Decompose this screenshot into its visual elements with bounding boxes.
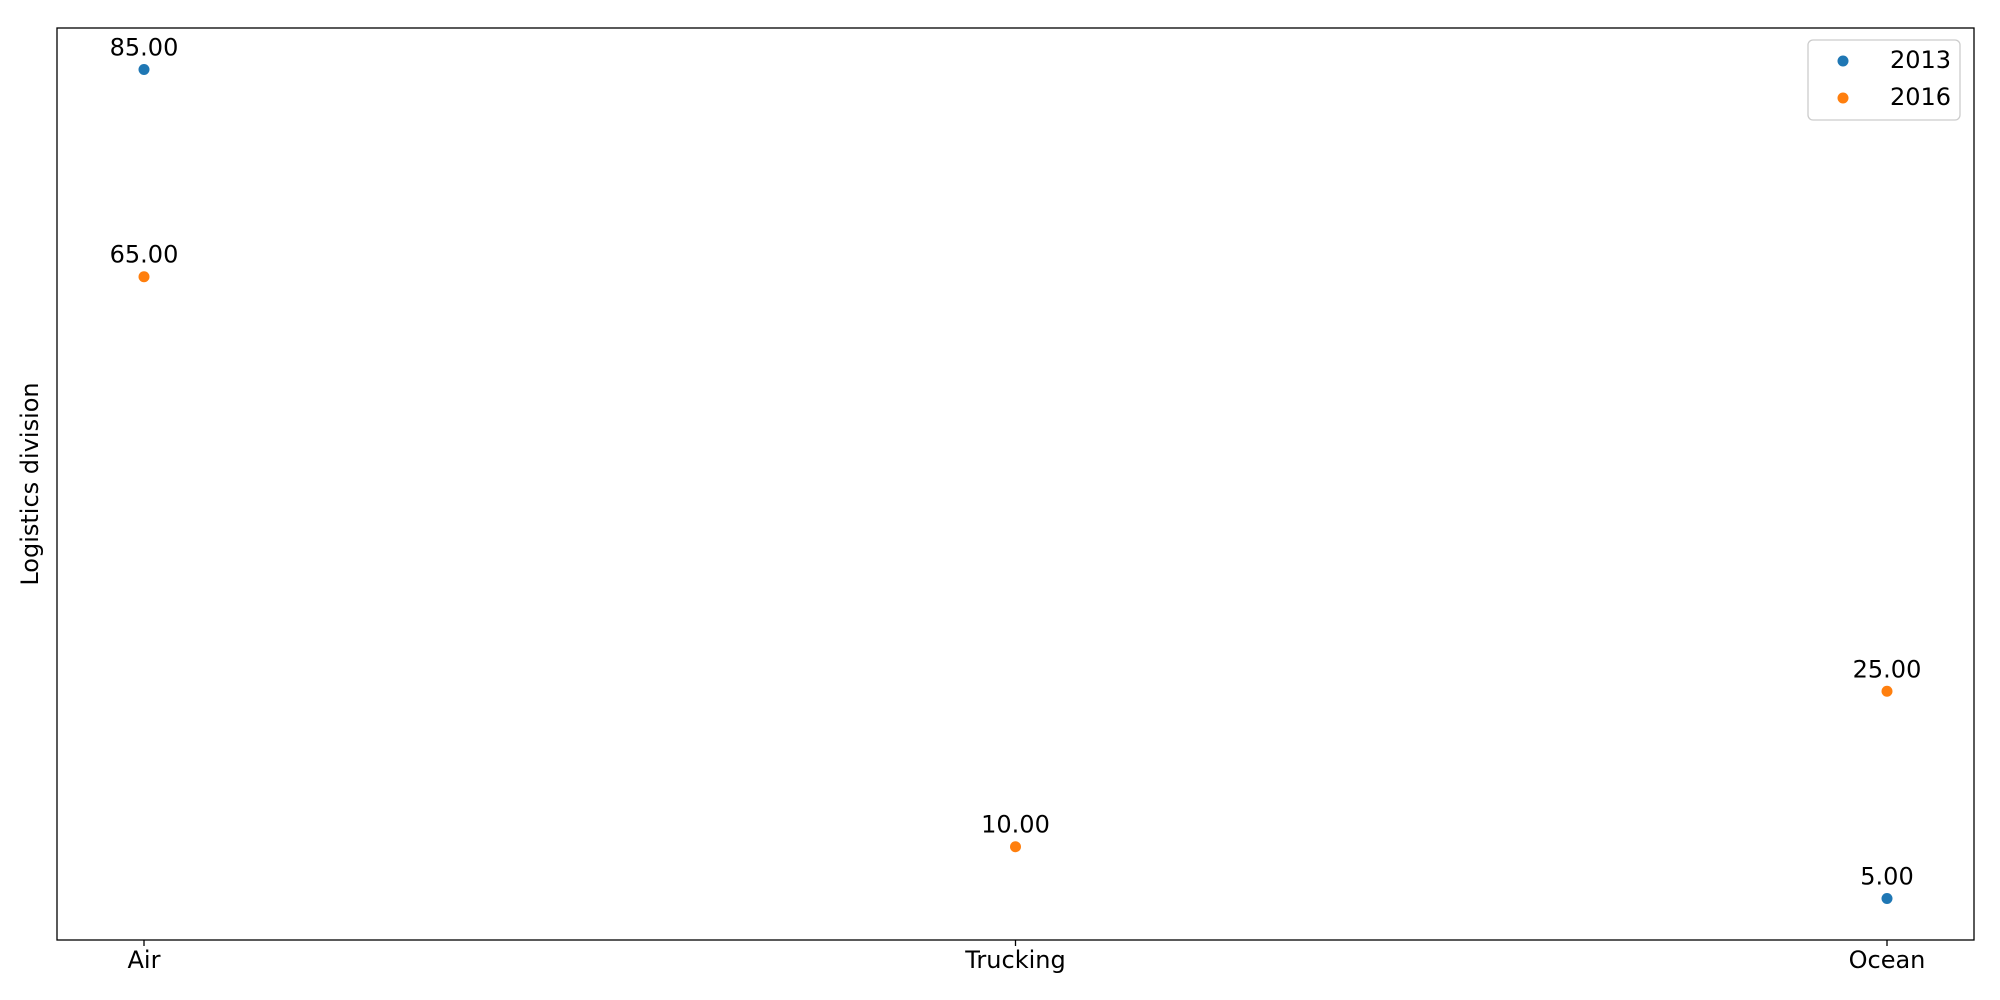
data-label: 10.00 bbox=[981, 811, 1050, 839]
legend-label-2016: 2016 bbox=[1890, 83, 1951, 111]
y-axis-label: Logistics division bbox=[16, 382, 44, 585]
point-2013-air bbox=[138, 63, 150, 75]
legend-label-2013: 2013 bbox=[1890, 46, 1951, 74]
legend-marker-2013 bbox=[1837, 55, 1849, 67]
point-2016-air bbox=[138, 271, 150, 283]
x-tick-label-air: Air bbox=[128, 946, 161, 974]
point-2016-ocean bbox=[1881, 685, 1893, 697]
data-label: 65.00 bbox=[110, 241, 179, 269]
point-2016-trucking bbox=[1010, 841, 1021, 853]
x-tick-label-trucking: Trucking bbox=[964, 946, 1065, 974]
plot-area bbox=[56, 27, 1975, 941]
point-2013-ocean bbox=[1881, 893, 1893, 905]
data-label: 25.00 bbox=[1853, 655, 1922, 683]
data-labels: 85.00 65.00 10.00 5.00 25.00 bbox=[110, 33, 1922, 890]
data-label: 5.00 bbox=[1860, 863, 1913, 891]
legend: 2013 2016 bbox=[1807, 39, 1961, 121]
x-axis-ticks: Air Trucking Ocean bbox=[128, 940, 1926, 974]
data-label: 85.00 bbox=[110, 33, 179, 61]
data-points bbox=[138, 63, 1893, 905]
x-tick-label-ocean: Ocean bbox=[1849, 946, 1926, 974]
legend-marker-2016 bbox=[1837, 92, 1849, 104]
